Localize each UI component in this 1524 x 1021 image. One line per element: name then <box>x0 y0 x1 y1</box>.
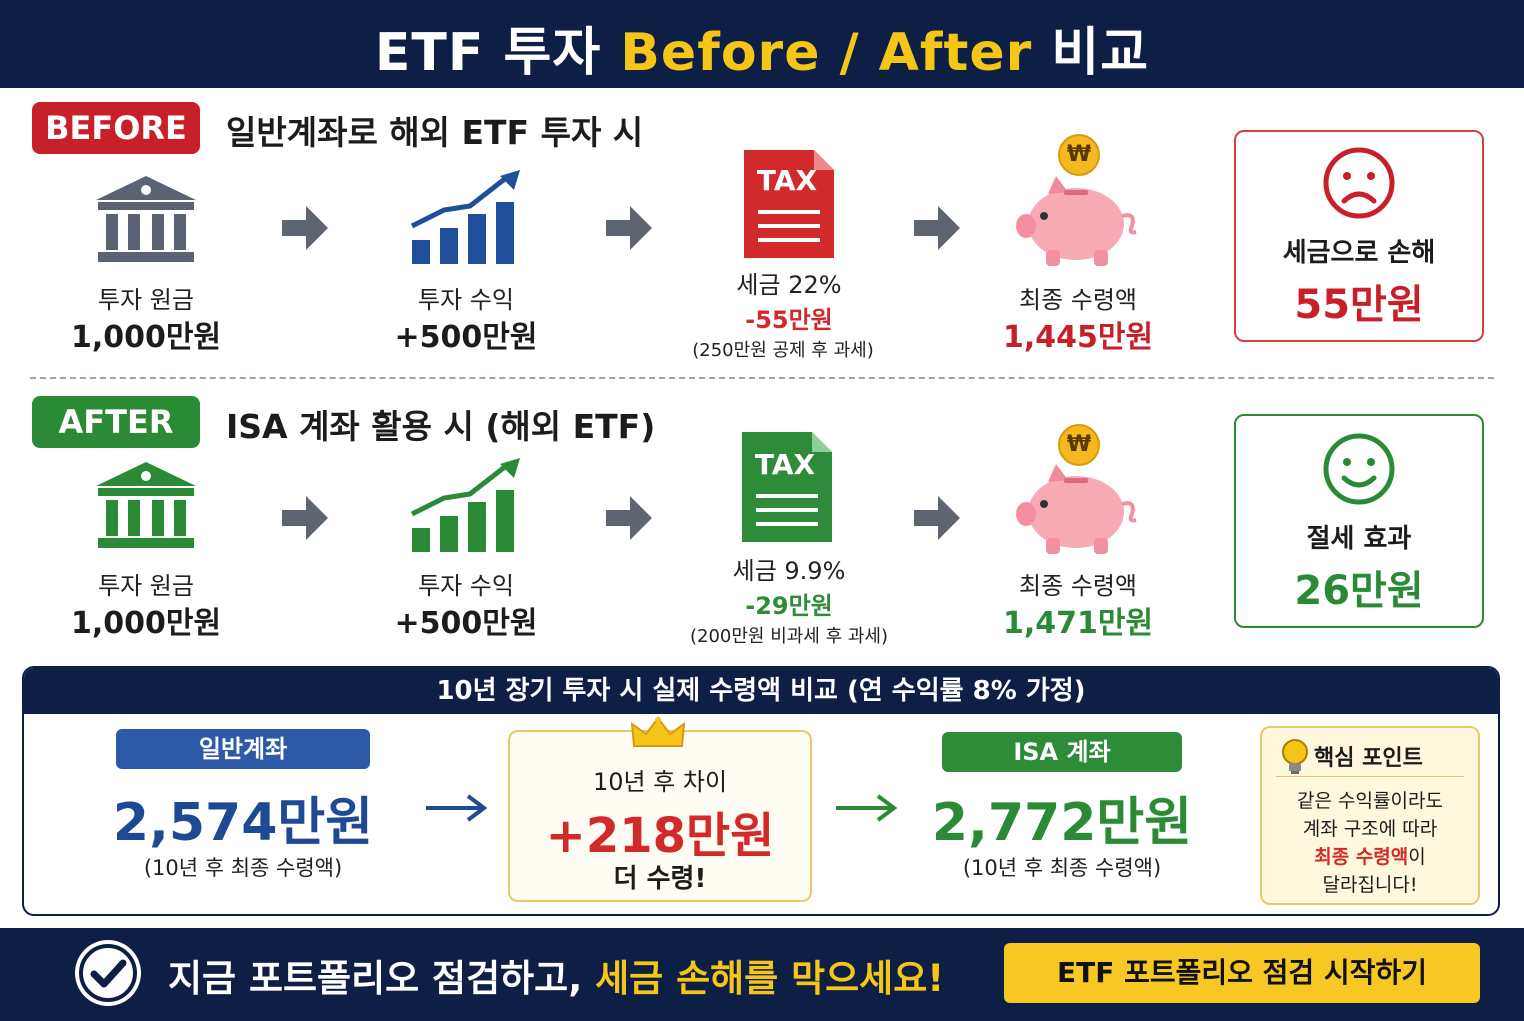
key-point-line3: 최종 수령액이 <box>1314 846 1426 868</box>
before-tax-value: -55만원 <box>745 306 833 334</box>
coin-icon: ₩ <box>1058 134 1100 176</box>
portfolio-check-button[interactable]: ETF 포트폴리오 점검 시작하기 <box>1004 943 1480 1003</box>
after-tax-note: (200만원 비과세 후 과세) <box>689 626 889 647</box>
key-point-title: 핵심 포인트 <box>1314 746 1423 771</box>
piggy-bank-icon <box>1016 176 1137 266</box>
footer-message: 지금 포트폴리오 점검하고, 세금 손해를 막으세요! <box>168 957 945 1000</box>
difference-suffix: 더 수령! <box>613 864 707 894</box>
after-final-label: 최종 수령액 <box>1018 572 1138 600</box>
tax-document-icon: TAX <box>742 432 832 542</box>
before-tax-note: (250만원 공제 후 과세) <box>692 340 874 361</box>
before-result-box: 세금으로 손해 55만원 <box>1234 130 1484 342</box>
after-result-box: 절세 효과 26만원 <box>1234 414 1484 628</box>
after-profit-label: 투자 수익 <box>418 572 514 600</box>
crown-icon <box>630 716 686 747</box>
general-account-note: (10년 후 최종 수령액) <box>143 856 343 880</box>
title-bar <box>0 0 1524 88</box>
key-point-divider <box>1276 776 1464 777</box>
after-result-value: 26만원 <box>1294 568 1424 614</box>
after-final-value: 1,471만원 <box>1002 606 1154 641</box>
isa-account-pill: ISA 계좌 <box>942 732 1182 772</box>
arrow-right-icon <box>914 496 960 540</box>
after-principal-value: 1,000만원 <box>70 606 222 641</box>
arrow-right-icon <box>282 496 328 540</box>
section-divider <box>30 377 1494 379</box>
before-tax-label: 세금 22% <box>736 271 842 299</box>
before-heading: 일반계좌로 해외 ETF 투자 시 <box>226 113 644 152</box>
comparison-heading: 10년 장기 투자 시 실제 수령액 비교 (연 수익률 8% 가정) <box>24 668 1498 714</box>
general-account-amount: 2,574만원 <box>112 793 374 853</box>
before-badge: BEFORE <box>32 102 200 154</box>
before-result-label: 세금으로 손해 <box>1282 238 1436 268</box>
bank-icon <box>96 176 196 262</box>
smiley-face-icon <box>1323 433 1395 505</box>
check-circle-icon <box>75 940 141 1006</box>
before-profit-label: 투자 수익 <box>418 286 514 314</box>
lightbulb-icon <box>1282 739 1308 774</box>
isa-account-note: (10년 후 최종 수령액) <box>962 856 1162 880</box>
key-point-line1: 같은 수익률이라도 <box>1297 790 1443 812</box>
before-result-value: 55만원 <box>1294 282 1424 328</box>
before-principal-value: 1,000만원 <box>70 320 222 355</box>
coin-icon: ₩ <box>1058 424 1100 466</box>
difference-label: 10년 후 차이 <box>592 768 728 796</box>
key-point-box: 핵심 포인트 같은 수익률이라도 계좌 구조에 따라 최종 수령액이 달라집니다… <box>1260 726 1480 905</box>
key-point-line2: 계좌 구조에 따라 <box>1302 818 1438 840</box>
sad-face-icon <box>1323 147 1395 219</box>
arrow-right-icon <box>606 206 652 250</box>
before-principal-label: 투자 원금 <box>98 286 194 314</box>
key-point-line4: 달라집니다! <box>1322 874 1418 896</box>
after-tax-value: -29만원 <box>745 592 833 620</box>
arrow-right-icon <box>426 794 488 822</box>
before-final-value: 1,445만원 <box>1002 320 1154 355</box>
growth-chart-icon <box>410 170 520 264</box>
before-profit-value: +500만원 <box>394 320 538 355</box>
tax-document-icon: TAX <box>744 150 834 258</box>
after-badge: AFTER <box>32 396 200 448</box>
arrow-right-icon <box>836 794 898 822</box>
difference-box: 10년 후 차이 +218만원 더 수령! <box>508 730 812 902</box>
after-principal-label: 투자 원금 <box>98 572 194 600</box>
page-title: ETF 투자 Before / After 비교 <box>374 23 1150 83</box>
before-final-label: 최종 수령액 <box>1018 286 1138 314</box>
arrow-right-icon <box>914 206 960 250</box>
comparison-panel: 10년 장기 투자 시 실제 수령액 비교 (연 수익률 8% 가정) <box>22 666 1500 916</box>
piggy-bank-icon <box>1016 464 1137 554</box>
after-heading: ISA 계좌 활용 시 (해외 ETF) <box>226 407 656 446</box>
isa-account-amount: 2,772만원 <box>931 793 1193 853</box>
arrow-right-icon <box>282 206 328 250</box>
general-account-pill: 일반계좌 <box>116 729 370 769</box>
arrow-right-icon <box>606 496 652 540</box>
bank-icon <box>96 462 196 548</box>
after-tax-label: 세금 9.9% <box>732 557 846 585</box>
growth-chart-icon <box>410 458 520 552</box>
difference-value: +218만원 <box>545 808 775 864</box>
after-profit-value: +500만원 <box>394 606 538 641</box>
after-result-label: 절세 효과 <box>1306 524 1412 554</box>
